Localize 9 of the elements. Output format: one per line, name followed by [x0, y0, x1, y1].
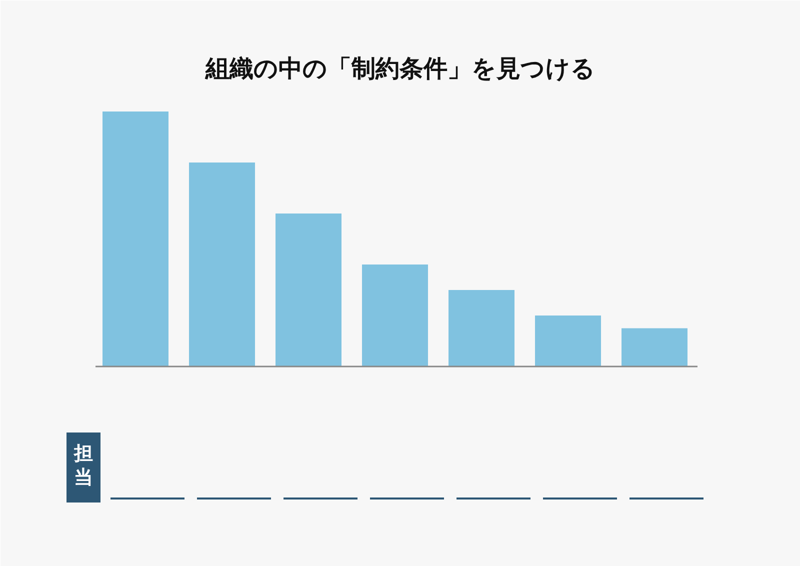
- bar: [448, 290, 514, 366]
- bar: [622, 328, 688, 366]
- bar: [276, 214, 342, 366]
- bar: [362, 264, 428, 366]
- bar: [102, 112, 168, 366]
- bar: [535, 316, 601, 366]
- bar: [189, 162, 255, 366]
- chart-title: 組織の中の「制約条件」を見つける: [204, 54, 596, 82]
- text: 担当: [73, 442, 93, 488]
